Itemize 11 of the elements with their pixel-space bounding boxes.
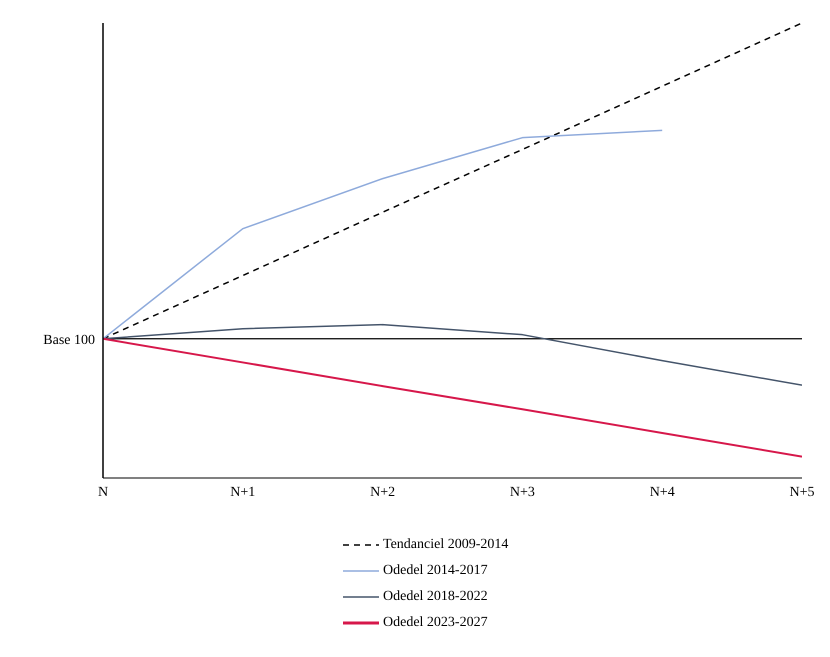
x-tick-label: N+1 (230, 484, 256, 500)
x-tick-label: N+4 (650, 484, 675, 500)
ref-line-label: Base 100 (43, 332, 95, 348)
legend-label: Odedel 2018-2022 (383, 589, 488, 605)
legend-label: Odedel 2014-2017 (383, 563, 488, 579)
x-tick-label: N+5 (789, 484, 815, 500)
x-tick-label: N+3 (510, 484, 535, 500)
legend-label: Tendanciel 2009-2014 (383, 537, 508, 553)
x-tick-label: N (98, 484, 108, 500)
legend-label: Odedel 2023-2027 (383, 615, 488, 631)
x-tick-label: N+2 (370, 484, 396, 500)
